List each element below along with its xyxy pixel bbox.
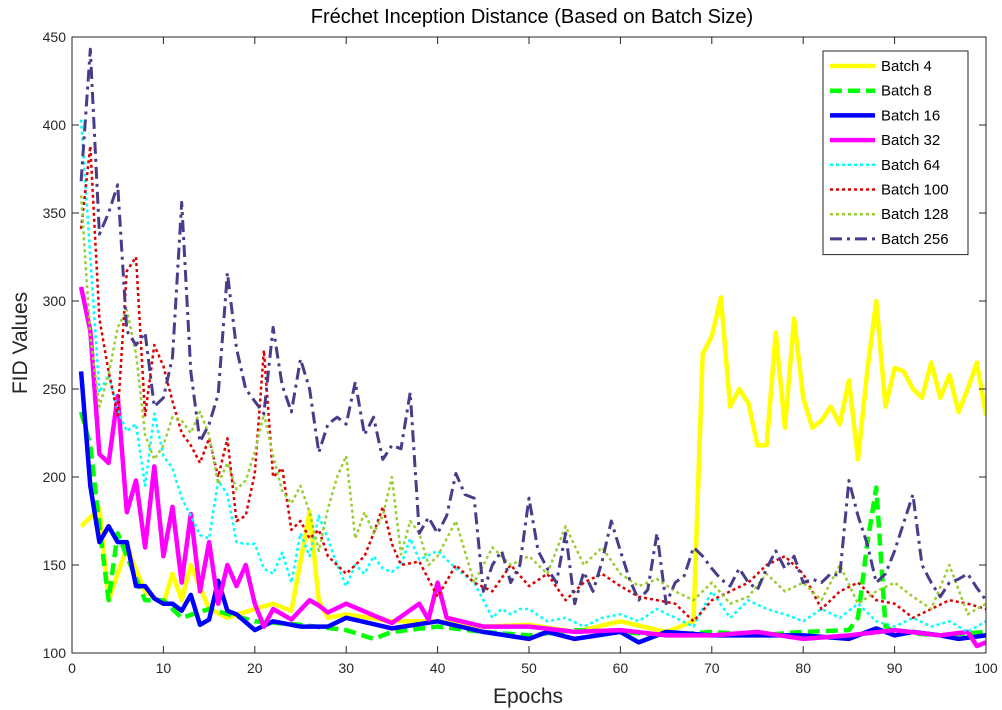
series-line-batch-128 <box>79 195 986 616</box>
x-axis-label: Epochs <box>493 685 563 708</box>
x-tick-label: 50 <box>521 660 537 676</box>
legend-label: Batch 256 <box>881 231 949 248</box>
y-axis-label: FID Values <box>9 292 32 394</box>
y-tick-label: 400 <box>43 117 67 133</box>
x-tick-label: 100 <box>974 660 998 676</box>
x-tick-label: 0 <box>68 660 76 676</box>
y-tick-label: 150 <box>43 557 67 573</box>
legend-label: Batch 4 <box>881 58 932 75</box>
y-tick-label: 450 <box>43 29 67 45</box>
legend-box <box>822 50 969 256</box>
y-tick-label: 200 <box>43 469 67 485</box>
legend-label: Batch 16 <box>881 107 940 124</box>
legend-label: Batch 32 <box>881 132 940 149</box>
x-tick-label: 20 <box>247 660 263 676</box>
x-tick-label: 40 <box>430 660 446 676</box>
y-tick-label: 350 <box>43 205 67 221</box>
x-tick-label: 60 <box>613 660 629 676</box>
x-tick-label: 70 <box>704 660 720 676</box>
series-line-batch-256 <box>79 47 986 606</box>
series-line-batch-16 <box>78 371 986 645</box>
series-line-batch-4 <box>79 295 986 635</box>
tick-labels: 0 10 20 30 40 50 60 70 80 90 100 100 150 200 250 300 350… <box>43 29 998 676</box>
x-tick-label: 90 <box>887 660 903 676</box>
legend-label: Batch 64 <box>881 157 940 174</box>
legend-label: Batch 100 <box>881 182 949 199</box>
legend: Batch 4 Batch 8 Batch 16 Batch 32 Batch 64 Ba… <box>822 50 969 256</box>
y-tick-label: 300 <box>43 293 67 309</box>
y-tick-label: 100 <box>43 645 67 661</box>
legend-label: Batch 128 <box>881 206 949 223</box>
series-line-batch-64 <box>79 119 986 634</box>
x-tick-label: 30 <box>338 660 354 676</box>
chart-title: Fréchet Inception Distance (Based on Bat… <box>311 6 753 28</box>
axes <box>71 36 987 654</box>
series-layer <box>78 47 986 649</box>
x-tick-label: 80 <box>795 660 811 676</box>
x-tick-label: 10 <box>156 660 172 676</box>
legend-label: Batch 8 <box>881 83 932 100</box>
series-line-batch-32 <box>78 286 986 649</box>
y-tick-label: 250 <box>43 381 67 397</box>
series-line-batch-100 <box>79 144 986 623</box>
